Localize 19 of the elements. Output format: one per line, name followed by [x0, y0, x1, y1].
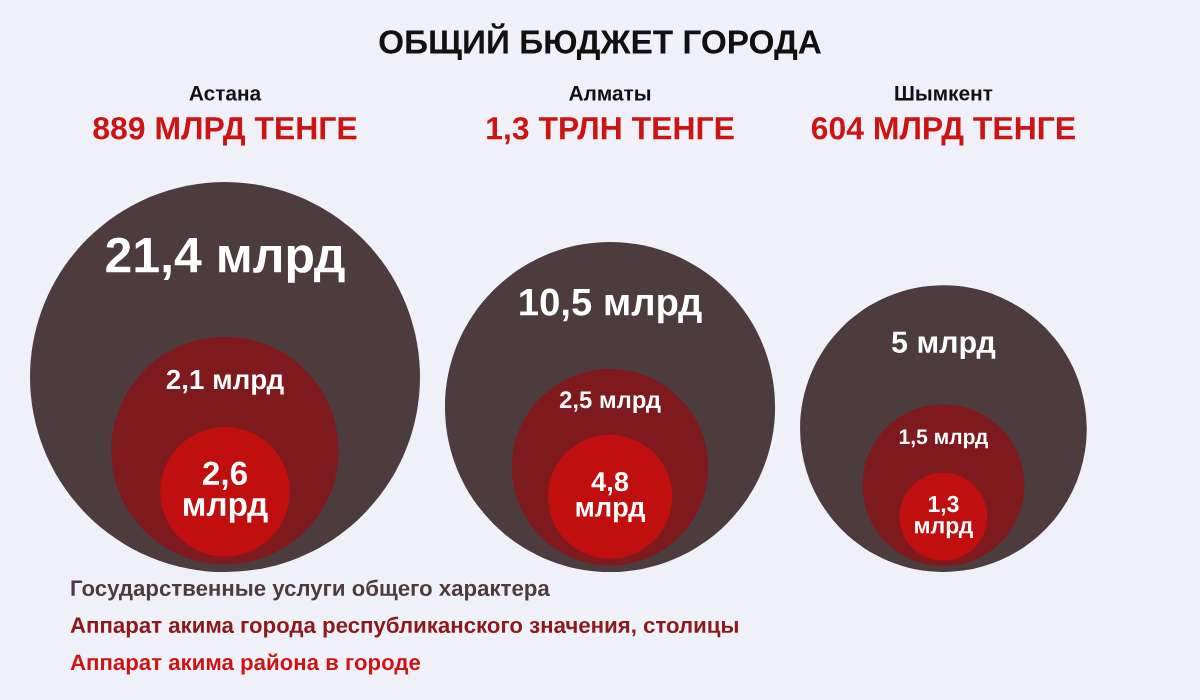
category-label: Астана: [189, 86, 262, 101]
category-label: Алматы: [569, 86, 651, 101]
data-label: 21,4 млрд: [106, 237, 345, 283]
data-label: 2,6 млрд: [184, 461, 268, 523]
text: Аппарат акима района в городе: [70, 653, 421, 675]
data-label: 2,1 млрд: [166, 369, 284, 395]
text: 1,3 ТРЛН ТЕНГЕ: [487, 116, 734, 145]
data-label: 10,5 млрд: [520, 288, 702, 324]
series-label: Государственные услуги общего характера: [71, 579, 550, 601]
data-label: 2,5 млрд: [559, 391, 661, 413]
data-label: 4,8 млрд: [576, 472, 645, 523]
text: 604 МЛРД ТЕНГЕ: [811, 116, 1075, 146]
data-label: 1,5 млрд: [899, 429, 988, 449]
data-label: 1,3 млрд: [915, 495, 973, 539]
text: ОБЩИЙ БЮДЖЕТ ГОРОДА: [379, 23, 821, 61]
category-label: Шымкент: [895, 86, 993, 101]
text: 889 МЛРД ТЕНГЕ: [93, 116, 357, 146]
data-label: 5 млрд: [891, 331, 996, 360]
text: Аппарат акима города республиканского значения, столицы: [70, 616, 738, 638]
